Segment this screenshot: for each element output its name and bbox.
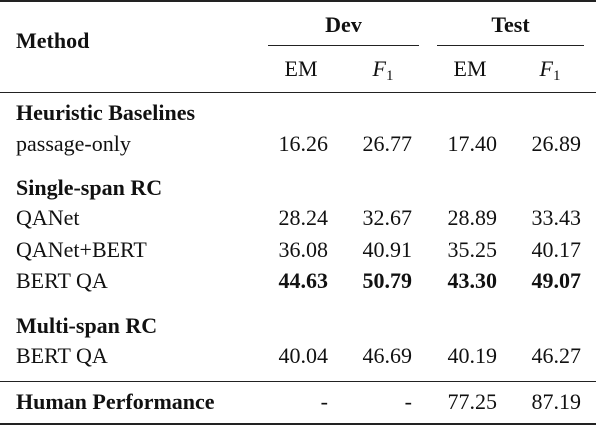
cell-test-em: 40.19 <box>447 343 498 368</box>
f-subscript: 1 <box>385 68 394 84</box>
cell-test-f1: 46.27 <box>531 343 582 368</box>
cell-dev-f1: 46.69 <box>362 343 413 368</box>
top-rule <box>0 0 596 2</box>
dev-underline <box>268 45 419 46</box>
dev-header: Dev <box>325 12 362 37</box>
cell-dev-f1: - <box>404 389 412 414</box>
cell-test-em: 35.25 <box>447 237 498 262</box>
human-performance-label: Human Performance <box>16 389 215 414</box>
row-method: BERT QA <box>16 343 108 368</box>
group-title-multi-span: Multi-span RC <box>16 313 158 338</box>
dev-em-header: EM <box>284 56 318 81</box>
row-method: QANet <box>16 205 80 230</box>
f-letter: F <box>372 56 386 81</box>
cell-dev-em: 16.26 <box>278 131 329 156</box>
group-title-single-span: Single-span RC <box>16 175 163 200</box>
cell-test-f1: 87.19 <box>531 389 582 414</box>
f-letter: F <box>539 56 553 81</box>
cell-dev-f1: 50.79 <box>362 268 413 293</box>
cell-test-f1: 40.17 <box>531 237 582 262</box>
row-method: BERT QA <box>16 268 108 293</box>
cell-test-f1: 26.89 <box>531 131 582 156</box>
header-rule <box>0 92 596 93</box>
cell-test-em: 17.40 <box>447 131 498 156</box>
cell-test-em: 43.30 <box>447 268 498 293</box>
cell-dev-em: 36.08 <box>278 237 329 262</box>
method-header: Method <box>16 28 90 53</box>
cell-dev-em: 44.63 <box>278 268 329 293</box>
row-method: passage-only <box>16 131 131 156</box>
f-subscript: 1 <box>552 68 561 84</box>
human-rule <box>0 381 596 382</box>
cell-dev-em: 28.24 <box>278 205 329 230</box>
cell-test-f1: 49.07 <box>531 268 582 293</box>
cell-test-f1: 33.43 <box>531 205 582 230</box>
cell-dev-f1: 32.67 <box>362 205 413 230</box>
cell-dev-em: 40.04 <box>278 343 329 368</box>
cell-dev-em: - <box>320 389 328 414</box>
cell-test-em: 28.89 <box>447 205 498 230</box>
test-em-header: EM <box>453 56 487 81</box>
test-f1-header: F1 <box>516 56 584 89</box>
cell-dev-f1: 40.91 <box>362 237 413 262</box>
test-underline <box>437 45 584 46</box>
test-header: Test <box>491 12 530 37</box>
bottom-rule <box>0 423 596 425</box>
dev-f1-header: F1 <box>347 56 419 89</box>
group-title-heuristic: Heuristic Baselines <box>16 100 196 125</box>
cell-test-em: 77.25 <box>447 389 498 414</box>
cell-dev-f1: 26.77 <box>362 131 413 156</box>
row-method: QANet+BERT <box>16 237 147 262</box>
